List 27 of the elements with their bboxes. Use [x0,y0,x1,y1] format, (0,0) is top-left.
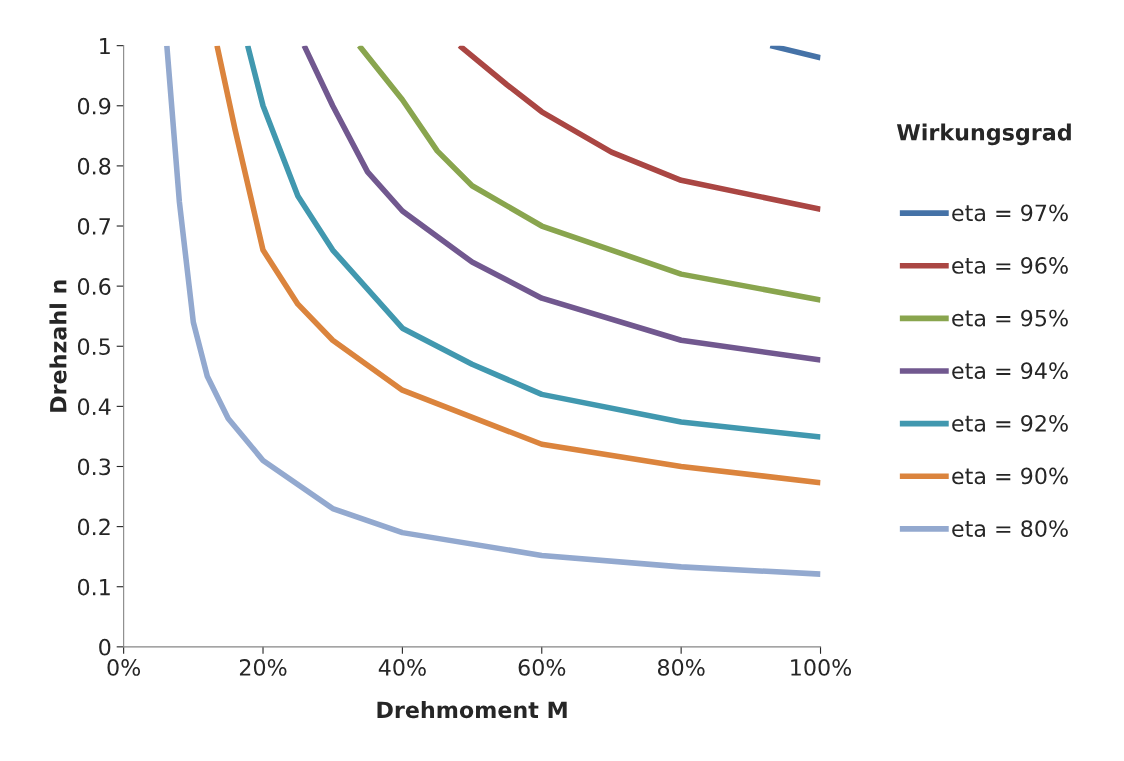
y-tick-label: 0.6 [77,278,111,295]
y-tick-label: 0.7 [77,217,110,235]
y-tick-label: 0.4 [77,398,111,416]
y-tick-label: 0.8 [77,157,111,175]
y-tick-label: 0.9 [77,97,111,115]
legend-label: eta = 92% [952,414,1068,432]
y-axis-title: Drehzahl n [49,280,67,412]
x-tick-label: 40% [378,659,426,676]
legend-label: eta = 96% [952,257,1068,274]
y-tick-label: 0 [99,638,111,656]
x-tick-label: 80% [657,659,705,676]
legend-label: eta = 97% [952,204,1068,222]
y-tick-label: 0.3 [77,458,111,476]
x-tick-label: 0% [107,659,141,676]
x-tick-label: 60% [518,659,566,676]
legend-label: eta = 95% [952,309,1068,327]
y-tick-label: 0.1 [77,578,110,596]
x-axis-title: Drehmoment M [377,701,567,719]
y-tick-label: 1 [100,37,110,55]
x-tick-label: 20% [239,659,287,676]
y-tick-label: 0.5 [77,338,110,356]
legend-label: eta = 94% [952,362,1068,380]
legend-label: eta = 80% [952,520,1068,537]
x-tick-label: 100% [791,659,852,676]
y-tick-label: 0.2 [77,518,110,536]
legend-title: Wirkungsgrad [896,123,1071,146]
legend-label: eta = 90% [952,467,1068,485]
